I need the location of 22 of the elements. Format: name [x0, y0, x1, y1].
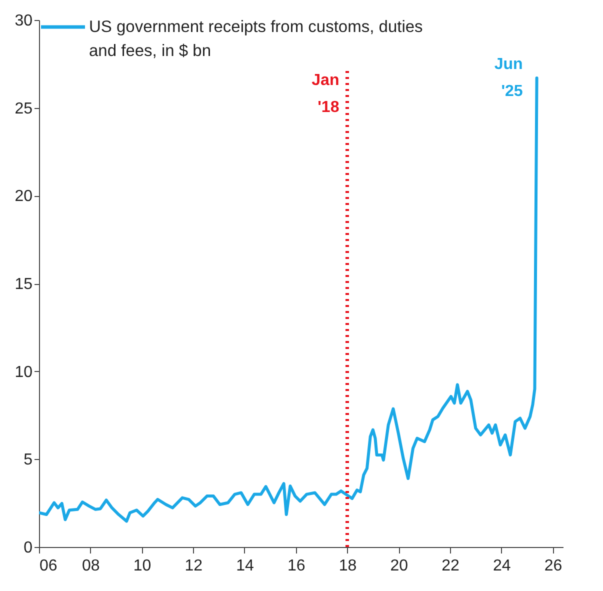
x-tick-label: 16: [287, 558, 306, 574]
x-tick-label: 10: [133, 558, 152, 574]
y-tick-label: 20: [14, 188, 33, 206]
x-tick-label: 12: [184, 558, 203, 574]
x-tick-label: 20: [390, 558, 408, 574]
x-tick-label: 18: [338, 558, 357, 574]
x-tick-label: 06: [40, 558, 58, 574]
y-tick-label: 10: [14, 364, 33, 381]
ref-line-label: Jan '18: [312, 72, 340, 116]
y-tick-label: 30: [14, 12, 33, 30]
y-tick-label: 0: [24, 540, 33, 556]
y-tick-label: 25: [14, 100, 33, 118]
line-series: [39, 76, 538, 523]
x-tick-label: 14: [236, 558, 254, 574]
x-tick-label: 22: [442, 558, 460, 574]
x-tick-label: 26: [544, 558, 562, 574]
x-tick-label: 08: [82, 558, 100, 574]
legend-label: US government receipts from customs, duties and fees, in $ bn: [89, 18, 423, 60]
y-tick-label: 5: [24, 452, 33, 469]
y-tick-label: 15: [14, 276, 33, 293]
x-tick-label: 24: [492, 558, 511, 574]
annotation: Jun '25: [494, 56, 523, 100]
